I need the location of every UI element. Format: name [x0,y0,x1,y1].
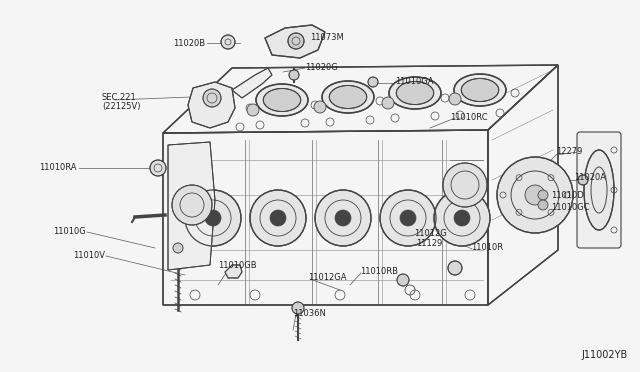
Circle shape [382,97,394,109]
Circle shape [288,33,304,49]
Circle shape [449,93,461,105]
Ellipse shape [389,77,441,109]
Text: 11010GA: 11010GA [395,77,433,87]
Polygon shape [225,265,242,278]
Circle shape [335,210,351,226]
Circle shape [289,70,299,80]
Text: 11036N: 11036N [293,308,326,317]
Circle shape [368,77,378,87]
Text: 11129: 11129 [416,240,442,248]
Ellipse shape [396,81,434,105]
Ellipse shape [329,86,367,109]
Circle shape [434,190,490,246]
Text: 11020G: 11020G [305,64,338,73]
Text: 11010RA: 11010RA [40,164,77,173]
Circle shape [380,190,436,246]
Circle shape [150,160,166,176]
Circle shape [578,175,588,185]
Polygon shape [168,142,215,270]
FancyBboxPatch shape [577,132,621,248]
Ellipse shape [256,84,308,116]
Circle shape [185,190,241,246]
Text: 11010V: 11010V [73,250,105,260]
Circle shape [173,243,183,253]
Text: 11010R: 11010R [471,244,503,253]
Text: J11002YB: J11002YB [582,350,628,360]
Text: 11010RC: 11010RC [450,112,488,122]
Text: 11012GA: 11012GA [308,273,346,282]
Circle shape [448,261,462,275]
Text: 11012G: 11012G [414,230,447,238]
Circle shape [247,104,259,116]
Text: SEC.221: SEC.221 [102,93,137,102]
Text: (22125V): (22125V) [102,103,141,112]
Polygon shape [488,65,558,305]
Circle shape [292,302,304,314]
Circle shape [397,274,409,286]
Circle shape [538,200,548,210]
Polygon shape [188,82,235,128]
Circle shape [270,210,286,226]
Circle shape [314,101,326,113]
Ellipse shape [584,150,614,230]
Circle shape [203,89,221,107]
Circle shape [497,157,573,233]
Ellipse shape [454,74,506,106]
Ellipse shape [322,81,374,113]
Circle shape [221,35,235,49]
Ellipse shape [461,78,499,102]
Circle shape [525,185,545,205]
Polygon shape [265,25,325,58]
Circle shape [454,210,470,226]
Text: 11020A: 11020A [574,173,606,183]
Text: 11020B: 11020B [173,38,205,48]
Circle shape [315,190,371,246]
Text: 12279: 12279 [556,148,582,157]
Ellipse shape [263,89,301,112]
Polygon shape [163,130,488,305]
Circle shape [400,210,416,226]
Circle shape [205,210,221,226]
Text: 11010D: 11010D [551,192,584,201]
Text: 11010RB: 11010RB [360,267,398,276]
Polygon shape [232,68,272,98]
Circle shape [250,190,306,246]
Text: 11073M: 11073M [310,33,344,42]
Text: 11010GC: 11010GC [551,202,589,212]
Circle shape [443,163,487,207]
Circle shape [172,185,212,225]
Text: 11010GB: 11010GB [218,262,257,270]
Polygon shape [163,65,558,133]
Circle shape [538,190,548,200]
Text: 11010G: 11010G [53,228,86,237]
